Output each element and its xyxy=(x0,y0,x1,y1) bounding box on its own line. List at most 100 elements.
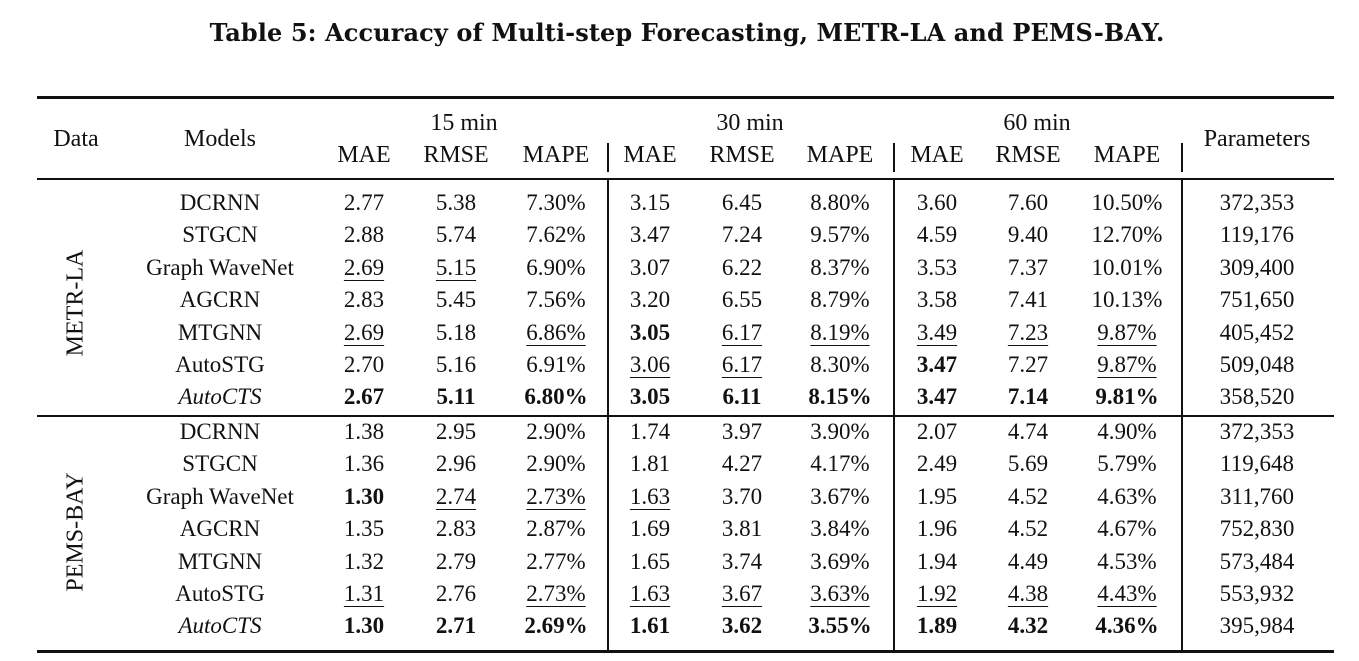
metric-value: 7.30% xyxy=(526,190,586,215)
metric-value: 9.40 xyxy=(1007,222,1049,248)
metric-value: 2.90% xyxy=(526,451,586,477)
metric-value: 4.52 xyxy=(1007,516,1049,542)
header-metric: MAPE xyxy=(1093,142,1161,168)
metric-value: 3.90% xyxy=(810,419,870,444)
metric-value: 9.87% xyxy=(1097,319,1157,345)
header-metric: RMSE xyxy=(423,142,489,168)
metric-value: 9.81% xyxy=(1095,384,1159,410)
header-horizon: 30 min xyxy=(716,110,784,136)
metric-value: 1.31 xyxy=(343,581,385,606)
metric-value: 10.50% xyxy=(1091,190,1163,215)
metric-value: 2.90% xyxy=(526,419,586,444)
top-rule xyxy=(37,96,1334,99)
metric-value: 4.43% xyxy=(1097,581,1157,606)
header-horizon: 60 min xyxy=(1003,110,1071,136)
metric-value: 5.11 xyxy=(436,384,476,410)
metric-value: 6.80% xyxy=(524,384,588,410)
metric-value: 5.38 xyxy=(435,190,477,215)
table-caption: Table 5: Accuracy of Multi-step Forecast… xyxy=(209,18,1165,47)
metric-value: 2.96 xyxy=(435,451,477,477)
model-name: Graph WaveNet xyxy=(146,254,294,280)
metric-value: 3.15 xyxy=(629,190,671,215)
parameter-count: 119,648 xyxy=(1220,451,1294,477)
metric-value: 4.38 xyxy=(1007,581,1049,606)
metric-value: 2.83 xyxy=(343,287,385,313)
metric-value: 3.58 xyxy=(916,287,958,313)
metric-value: 3.84% xyxy=(810,516,870,542)
metric-value: 3.97 xyxy=(721,419,763,444)
metric-value: 4.36% xyxy=(1095,613,1159,639)
metric-value: 5.15 xyxy=(435,254,477,280)
metric-value: 2.07 xyxy=(916,419,958,444)
metric-value: 4.17% xyxy=(810,451,870,477)
metric-value: 9.57% xyxy=(810,222,870,248)
header-metric: RMSE xyxy=(709,142,775,168)
metric-value: 3.69% xyxy=(810,548,870,574)
metric-value: 3.62 xyxy=(721,613,763,639)
metric-value: 1.30 xyxy=(343,483,385,509)
metric-value: 7.60 xyxy=(1007,190,1049,215)
bottom-rule xyxy=(37,650,1334,653)
parameter-count: 309,400 xyxy=(1219,254,1295,280)
header-metric: MAPE xyxy=(806,142,874,168)
parameter-count: 372,353 xyxy=(1219,419,1295,444)
metric-value: 3.70 xyxy=(721,483,763,509)
metric-value: 3.67% xyxy=(810,483,870,509)
metric-value: 10.01% xyxy=(1091,254,1163,280)
metric-value: 2.77% xyxy=(526,548,586,574)
metric-value: 1.89 xyxy=(916,613,958,639)
metric-value: 3.47 xyxy=(916,352,958,377)
metric-value: 2.83 xyxy=(435,516,477,542)
metric-value: 4.52 xyxy=(1007,483,1049,509)
column-separator xyxy=(607,180,609,650)
model-name: STGCN xyxy=(182,222,258,248)
metric-value: 7.37 xyxy=(1007,254,1049,280)
model-name: DCRNN xyxy=(179,419,261,444)
metric-value: 1.94 xyxy=(916,548,958,574)
metric-value: 1.38 xyxy=(343,419,385,444)
parameter-count: 553,932 xyxy=(1219,581,1295,606)
column-separator xyxy=(893,180,895,650)
metric-value: 4.59 xyxy=(916,222,958,248)
parameter-count: 751,650 xyxy=(1219,287,1295,313)
metric-value: 2.70 xyxy=(343,352,385,377)
metric-value: 7.23 xyxy=(1007,319,1049,345)
metric-value: 2.79 xyxy=(435,548,477,574)
metric-value: 8.15% xyxy=(808,384,872,410)
metric-value: 5.45 xyxy=(435,287,477,313)
metric-value: 4.74 xyxy=(1007,419,1049,444)
metric-value: 1.63 xyxy=(629,483,671,509)
metric-value: 7.62% xyxy=(526,222,586,248)
metric-value: 7.27 xyxy=(1007,352,1049,377)
metric-value: 3.49 xyxy=(916,319,958,345)
metric-value: 5.79% xyxy=(1097,451,1157,477)
metric-value: 2.74 xyxy=(435,483,477,509)
header-separator xyxy=(607,143,609,172)
parameter-count: 509,048 xyxy=(1219,352,1295,377)
metric-value: 3.20 xyxy=(629,287,671,313)
metric-value: 4.67% xyxy=(1097,516,1157,542)
metric-value: 3.06 xyxy=(629,352,671,377)
metric-value: 4.63% xyxy=(1097,483,1157,509)
parameter-count: 358,520 xyxy=(1219,384,1295,410)
dataset-label: PEMS-BAY xyxy=(62,472,89,592)
model-name: AGCRN xyxy=(179,516,261,542)
metric-value: 8.30% xyxy=(810,352,870,377)
metric-value: 6.55 xyxy=(721,287,763,313)
metric-value: 4.27 xyxy=(721,451,763,477)
metric-value: 3.47 xyxy=(629,222,671,248)
metric-value: 1.69 xyxy=(629,516,671,542)
parameter-count: 573,484 xyxy=(1219,548,1295,574)
header-separator xyxy=(1181,143,1183,172)
model-name: DCRNN xyxy=(179,190,261,215)
metric-value: 6.11 xyxy=(722,384,762,410)
parameter-count: 752,830 xyxy=(1219,516,1295,542)
metric-value: 7.24 xyxy=(721,222,763,248)
section-rule xyxy=(37,415,1334,417)
model-name: MTGNN xyxy=(177,548,263,574)
model-name: STGCN xyxy=(182,451,258,477)
metric-value: 1.74 xyxy=(629,419,671,444)
header-separator xyxy=(893,143,895,172)
metric-value: 10.13% xyxy=(1091,287,1163,313)
metric-value: 2.88 xyxy=(343,222,385,248)
